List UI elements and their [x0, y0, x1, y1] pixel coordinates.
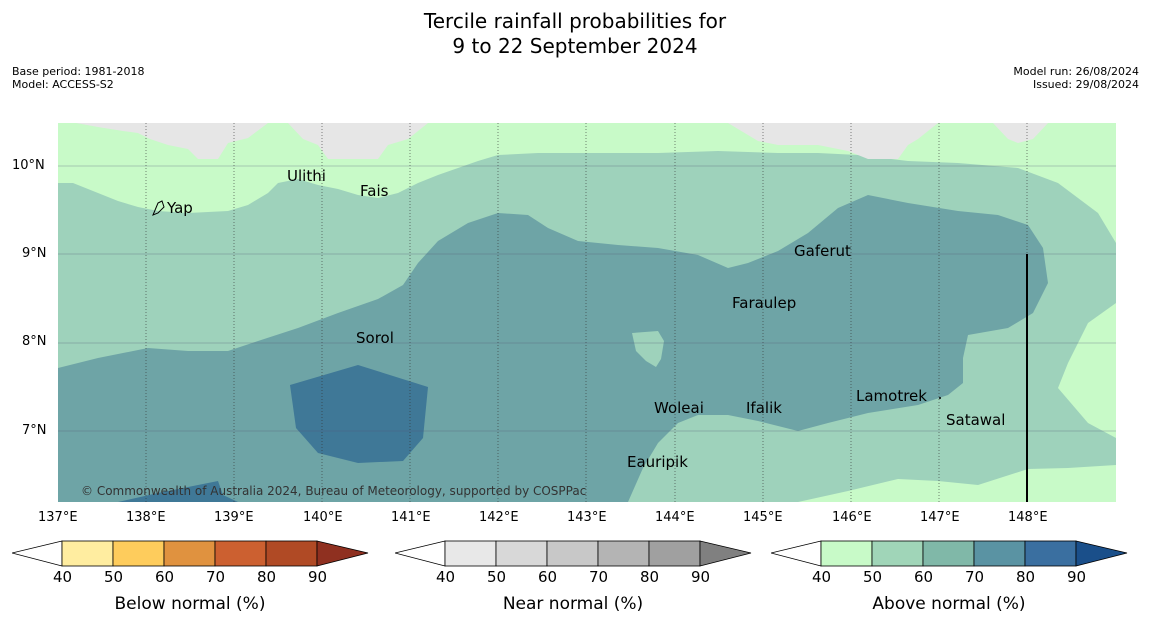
colorbar-near-normal — [394, 540, 753, 574]
probability-map: Yap Ulithi Fais Gaferut Faraulep Sorol L… — [58, 123, 1116, 502]
above-tick-80: 80 — [1016, 568, 1036, 586]
place-lamotrek: Lamotrek — [856, 387, 927, 405]
lamotrek-dot — [939, 397, 941, 399]
near-tick-90: 90 — [691, 568, 711, 586]
lon-label-138e: 138°E — [126, 510, 166, 525]
above-40-north-region — [58, 123, 1116, 243]
lon-label-146e: 146°E — [832, 510, 872, 525]
below-tick-40: 40 — [53, 568, 73, 586]
above-tick-70: 70 — [965, 568, 985, 586]
above-normal-label: Above normal (%) — [872, 594, 1026, 614]
map-title-line2: 9 to 22 September 2024 — [452, 34, 698, 58]
model-name: Model: ACCESS-S2 — [12, 78, 114, 91]
lon-label-144e: 144°E — [655, 510, 695, 525]
place-fais: Fais — [360, 182, 389, 200]
place-yap: Yap — [166, 199, 193, 217]
above-70-region — [290, 365, 428, 463]
near-normal-patch-west — [76, 123, 268, 159]
lon-label-139e: 139°E — [214, 510, 254, 525]
above-50-inner-patch — [632, 331, 664, 367]
place-gaferut: Gaferut — [794, 242, 851, 260]
lon-label-140e: 140°E — [303, 510, 343, 525]
latitude-gridlines — [58, 165, 1116, 432]
near-tick-60: 60 — [538, 568, 558, 586]
lon-label-148e: 148°E — [1008, 510, 1048, 525]
above-tick-90: 90 — [1067, 568, 1087, 586]
near-tick-40: 40 — [436, 568, 456, 586]
base-period: Base period: 1981-2018 — [12, 65, 145, 78]
place-sorol: Sorol — [356, 329, 394, 347]
below-tick-60: 60 — [155, 568, 175, 586]
colorbar-near-swatches — [394, 540, 752, 567]
above-tick-40: 40 — [812, 568, 832, 586]
below-tick-80: 80 — [257, 568, 277, 586]
colorbar-above-normal — [770, 540, 1129, 574]
below-tick-70: 70 — [206, 568, 226, 586]
meta-right: Model run: 26/08/2024 Issued: 29/08/2024 — [1013, 65, 1139, 91]
above-70-southwest-region — [118, 481, 238, 502]
longitude-gridlines — [145, 123, 1028, 502]
above-40-south-region — [798, 465, 1116, 502]
copyright-notice: © Commonwealth of Australia 2024, Bureau… — [81, 484, 586, 498]
near-normal-label: Near normal (%) — [502, 594, 644, 614]
yap-island-shape — [152, 200, 165, 216]
colorbar-above-swatches — [770, 540, 1128, 567]
below-tick-90: 90 — [308, 568, 328, 586]
lon-label-145e: 145°E — [743, 510, 783, 525]
colorbar-below-swatches — [11, 540, 369, 567]
near-tick-70: 70 — [589, 568, 609, 586]
place-ifalik: Ifalik — [746, 399, 782, 417]
lon-label-147e: 147°E — [920, 510, 960, 525]
issued-date: Issued: 29/08/2024 — [1032, 78, 1139, 91]
above-tick-60: 60 — [914, 568, 934, 586]
lon-label-143e: 143°E — [567, 510, 607, 525]
above-tick-50: 50 — [863, 568, 883, 586]
place-faraulep: Faraulep — [732, 294, 796, 312]
lon-label-137e: 137°E — [38, 510, 78, 525]
colorbar-below-normal — [11, 540, 370, 574]
place-ulithi: Ulithi — [287, 167, 326, 185]
lon-label-142e: 142°E — [479, 510, 519, 525]
near-normal-patch-far-east — [993, 123, 1048, 143]
model-run: Model run: 26/08/2024 — [1013, 65, 1139, 78]
lat-label-10n: 10°N — [12, 158, 45, 173]
near-tick-80: 80 — [640, 568, 660, 586]
below-tick-50: 50 — [104, 568, 124, 586]
place-woleai: Woleai — [654, 399, 704, 417]
place-eauripik: Eauripik — [627, 453, 688, 471]
lon-label-141e: 141°E — [391, 510, 431, 525]
above-40-east-region — [1058, 303, 1116, 438]
lat-label-9n: 9°N — [22, 246, 47, 261]
near-normal-patch-east — [728, 123, 938, 159]
meta-left: Base period: 1981-2018 Model: ACCESS-S2 — [12, 65, 144, 91]
near-tick-50: 50 — [487, 568, 507, 586]
map-title-line1: Tercile rainfall probabilities for — [423, 9, 727, 33]
place-satawal: Satawal — [946, 411, 1005, 429]
near-normal-patch-central — [288, 123, 428, 159]
lat-label-8n: 8°N — [22, 334, 47, 349]
below-normal-label: Below normal (%) — [114, 594, 266, 614]
lat-label-7n: 7°N — [22, 423, 47, 438]
